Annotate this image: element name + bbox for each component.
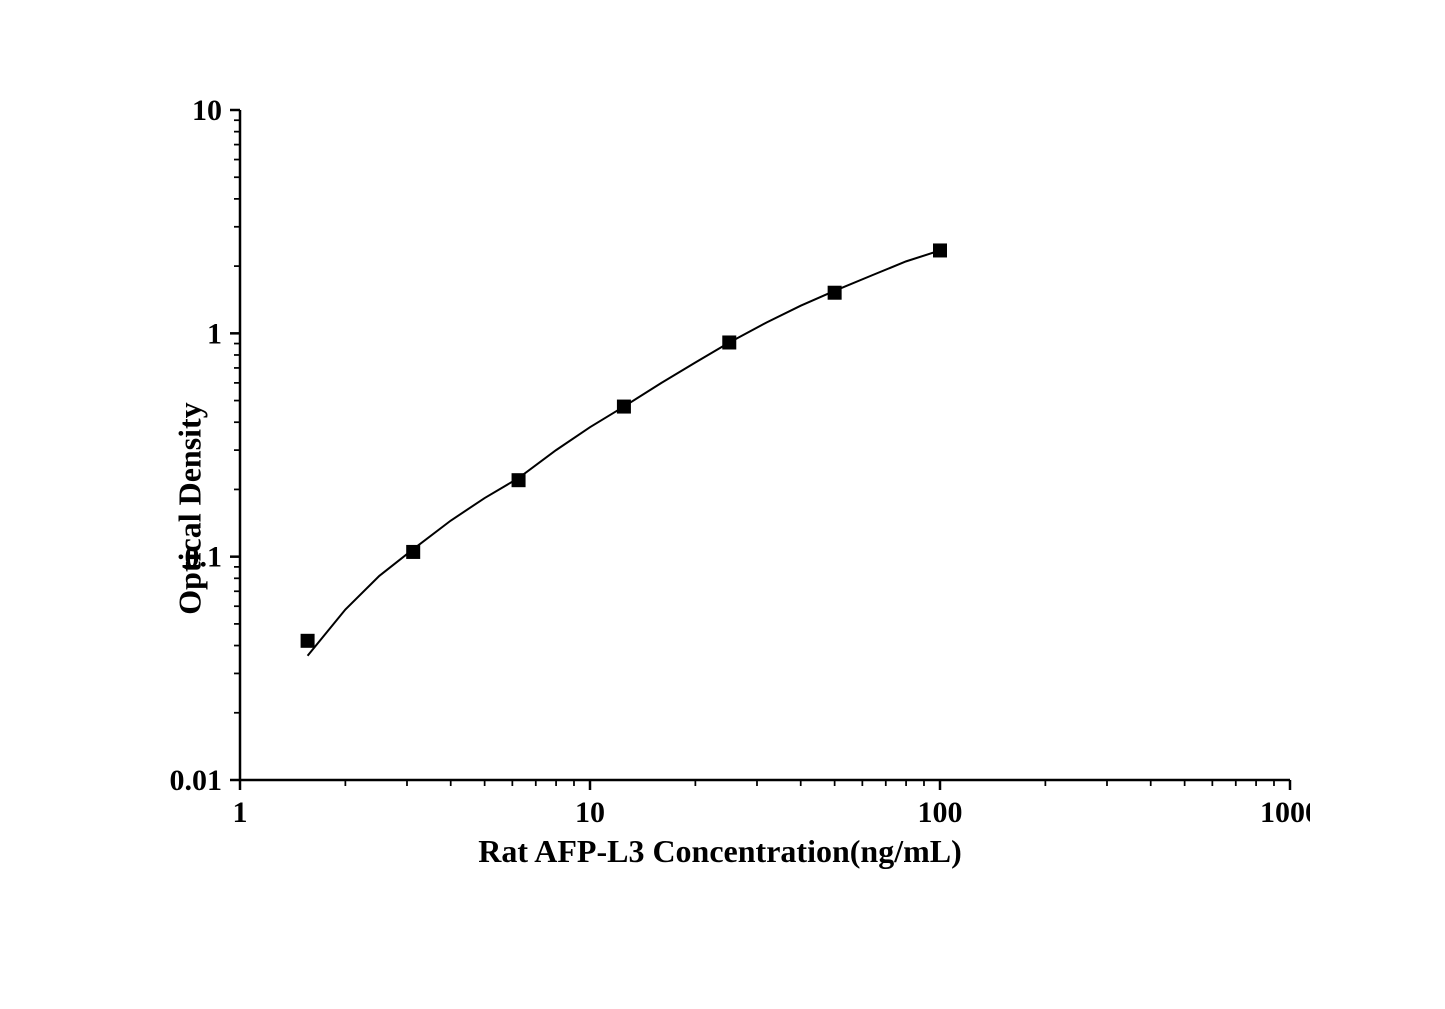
svg-text:0.01: 0.01 (170, 764, 223, 797)
chart-container: 11010010000.010.1110 Optical Density Rat… (130, 80, 1310, 900)
svg-text:1: 1 (207, 317, 222, 350)
y-axis-label: Optical Density (172, 402, 209, 614)
chart-svg: 11010010000.010.1110 (130, 80, 1310, 900)
x-axis-label: Rat AFP-L3 Concentration(ng/mL) (478, 833, 962, 870)
svg-text:1: 1 (233, 796, 248, 829)
svg-text:10: 10 (192, 94, 222, 127)
svg-text:1000: 1000 (1260, 796, 1310, 829)
svg-text:100: 100 (918, 796, 963, 829)
svg-text:10: 10 (575, 796, 605, 829)
